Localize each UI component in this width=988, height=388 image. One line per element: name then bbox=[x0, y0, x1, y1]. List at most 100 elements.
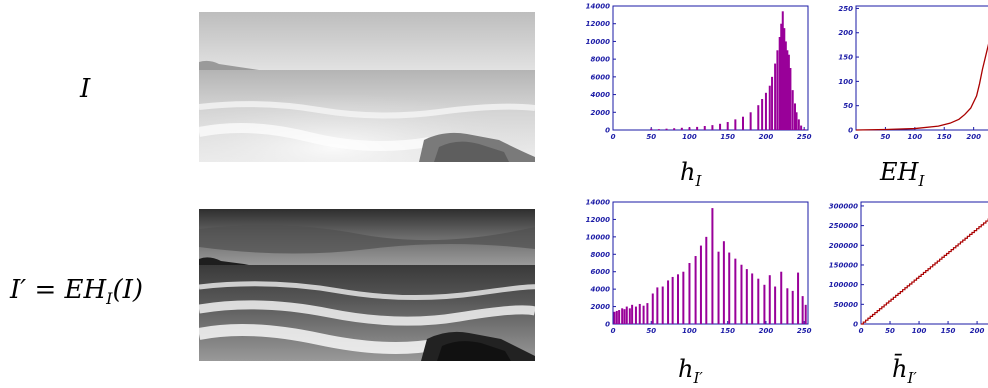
histogram-bar bbox=[740, 264, 743, 324]
x-tick-label: 200 bbox=[966, 133, 981, 141]
caption-histogram-equalized-sub: I′ bbox=[693, 368, 703, 387]
x-tick-label: 50 bbox=[646, 327, 656, 335]
caption-histogram-original: hI bbox=[680, 158, 701, 190]
histogram-bar bbox=[717, 251, 720, 324]
y-tick-label: 100 bbox=[838, 78, 853, 86]
histogram-bar bbox=[677, 274, 679, 324]
histogram-bar bbox=[688, 263, 691, 324]
caption-cumulative-histogram-equalized-sub: I′ bbox=[907, 368, 917, 387]
y-tick-label: 2000 bbox=[591, 303, 611, 311]
histogram-bar bbox=[794, 103, 796, 130]
histogram-bar bbox=[634, 306, 637, 324]
x-tick-label: 150 bbox=[941, 327, 956, 335]
histogram-bar bbox=[776, 50, 779, 130]
histogram-bar bbox=[774, 286, 777, 324]
histogram-bar bbox=[615, 310, 618, 324]
histogram-equalized-svg: 0 50 100 150 200 250 0 2000 4000 6000 8000 10000 120… bbox=[586, 199, 812, 336]
y-tick-label: 4000 bbox=[591, 91, 611, 99]
histogram-bar bbox=[734, 119, 737, 130]
x-tick-label: 50 bbox=[881, 133, 891, 141]
histogram-bar bbox=[781, 11, 784, 130]
histogram-bar bbox=[613, 311, 616, 324]
histogram-bar bbox=[784, 41, 787, 130]
row1-label-text: I bbox=[80, 74, 91, 104]
y-tick-label: 14000 bbox=[586, 199, 610, 207]
x-tick-label: 100 bbox=[908, 133, 923, 141]
histogram-bar bbox=[631, 304, 634, 324]
histogram-bar bbox=[726, 122, 729, 130]
x-tick-label: 150 bbox=[720, 133, 735, 141]
seascape-photo-equalized bbox=[199, 209, 535, 361]
histogram-bar bbox=[623, 309, 626, 324]
histogram-bar bbox=[705, 236, 708, 324]
histogram-original-svg: 0 50 100 150 200 250 0 2000 4000 6000 8000 10000 120… bbox=[586, 3, 812, 142]
y-tick-label: 300000 bbox=[829, 202, 858, 210]
histogram-equalized: 0 50 100 150 200 250 0 2000 4000 6000 8000 10000 120… bbox=[563, 196, 815, 344]
histogram-bar bbox=[650, 128, 653, 130]
histogram-bar bbox=[797, 119, 800, 130]
cumulative-line bbox=[861, 218, 988, 325]
y-tick-label: 6000 bbox=[591, 268, 611, 276]
y-tick-label: 0 bbox=[605, 321, 610, 329]
caption-equalization-function-main: EH bbox=[880, 158, 919, 186]
histogram-bar bbox=[703, 126, 706, 130]
x-tick-label: 100 bbox=[682, 327, 697, 335]
histogram-bar bbox=[780, 271, 783, 324]
histogram-original: 0 50 100 150 200 250 0 2000 4000 6000 8000 10000 120… bbox=[563, 0, 815, 148]
histogram-bar bbox=[778, 37, 781, 130]
x-tick-label: 200 bbox=[759, 133, 774, 141]
y-tick-label: 2000 bbox=[591, 109, 611, 117]
histogram-bar bbox=[728, 252, 731, 324]
histogram-bar bbox=[786, 50, 789, 130]
histogram-bar bbox=[688, 127, 691, 130]
histogram-bar bbox=[696, 126, 699, 130]
histogram-bar bbox=[761, 99, 764, 130]
histogram-bar bbox=[667, 280, 670, 324]
histogram-bar bbox=[657, 129, 660, 130]
histogram-bar bbox=[711, 125, 714, 130]
histogram-bar bbox=[764, 92, 767, 130]
x-tick-label: 150 bbox=[720, 327, 735, 335]
histogram-bar bbox=[694, 256, 697, 324]
histogram-bar bbox=[734, 258, 737, 324]
plot-frame bbox=[612, 201, 809, 325]
histogram-bar bbox=[661, 286, 664, 324]
equalization-curve bbox=[855, 43, 988, 131]
y-tick-label: 8000 bbox=[591, 251, 611, 259]
plot-frame bbox=[612, 5, 809, 131]
histogram-bar bbox=[638, 303, 641, 324]
histogram-bar bbox=[646, 303, 649, 324]
y-tick-label: 0 bbox=[853, 321, 858, 329]
plot-frame bbox=[860, 201, 988, 325]
histogram-bar bbox=[791, 290, 794, 324]
plot-frame bbox=[855, 5, 988, 131]
histogram-bar bbox=[757, 278, 760, 324]
caption-histogram-equalized-main: h bbox=[678, 355, 694, 383]
histogram-bar bbox=[719, 123, 722, 130]
x-tick-label: 50 bbox=[646, 133, 656, 141]
histogram-bar bbox=[803, 129, 806, 130]
y-tick-label: 10000 bbox=[586, 38, 610, 46]
histogram-bar bbox=[797, 272, 800, 324]
histogram-bar bbox=[780, 23, 783, 130]
caption-equalization-function-sub: I bbox=[918, 171, 925, 190]
caption-cumulative-histogram-equalized-main: h̄ bbox=[892, 355, 908, 383]
histogram-bar bbox=[699, 245, 702, 324]
histogram-bar bbox=[768, 85, 771, 130]
x-tick-label: 50 bbox=[885, 327, 895, 335]
y-tick-label: 4000 bbox=[591, 286, 611, 294]
histogram-bar bbox=[711, 208, 714, 324]
histogram-bar bbox=[745, 269, 748, 324]
x-tick-label: 200 bbox=[970, 327, 985, 335]
histogram-bar bbox=[804, 304, 807, 324]
histogram-bar bbox=[673, 128, 676, 130]
histogram-bar bbox=[787, 54, 790, 130]
caption-equalization-function: EHI bbox=[880, 158, 924, 190]
y-tick-label: 150 bbox=[838, 54, 853, 62]
caption-histogram-original-sub: I bbox=[695, 171, 702, 190]
x-tick-label: 250 bbox=[797, 133, 812, 141]
histogram-bar bbox=[671, 276, 674, 324]
x-tick-label: 150 bbox=[937, 133, 952, 141]
caption-histogram-original-main: h bbox=[680, 158, 696, 186]
y-tick-label: 200 bbox=[838, 29, 853, 37]
